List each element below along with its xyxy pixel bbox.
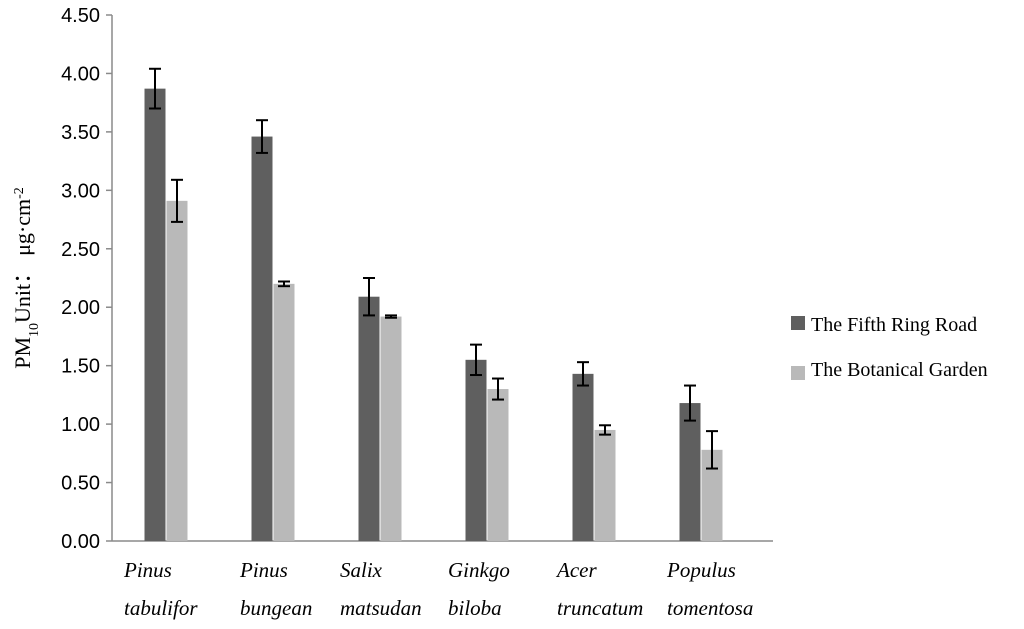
x-category-label-0-line-1: tabulifor: [124, 596, 198, 620]
bar-series-1-cat-4: [594, 429, 616, 541]
y-tick-labels: 0.00 0.50 1.00 1.50 2.00 2.50 3.00 3.50 4.00 4.50: [61, 5, 112, 553]
bar-series-1-cat-2: [380, 316, 402, 541]
bar-series-0-cat-1: [251, 136, 273, 541]
legend-label-fifth-ring-road: The Fifth Ring Road: [811, 314, 977, 336]
x-category-label-2-line-1: matsudan: [340, 596, 422, 620]
y-tick-label: 0.00: [61, 531, 100, 553]
y-tick-label: 1.50: [61, 356, 100, 378]
y-tick-label: 3.50: [61, 122, 100, 144]
x-category-label-1-line-1: bungean: [240, 596, 312, 620]
y-axis-label: PM10Unit：μg·cm-2: [10, 187, 42, 369]
x-category-label-4-line-1: truncatum: [557, 596, 643, 620]
x-category-label-0-line-0: Pinus: [123, 558, 172, 582]
y-tick-label: 1.00: [61, 414, 100, 436]
bar-series-1-cat-0: [166, 200, 188, 541]
legend-swatch-fifth-ring-road: [791, 316, 805, 330]
y-tick-label: 4.00: [61, 63, 100, 85]
x-category-label-5-line-0: Populus: [666, 558, 736, 582]
x-category-label-3-line-1: biloba: [448, 596, 502, 620]
legend: The Fifth Ring Road The Botanical Garden: [791, 314, 988, 381]
bar-series-1-cat-5: [701, 449, 723, 541]
x-category-label-1-line-0: Pinus: [239, 558, 288, 582]
y-tick-label: 3.00: [61, 180, 100, 202]
x-category-label-4-line-0: Acer: [555, 558, 597, 582]
bar-series-0-cat-5: [679, 403, 701, 541]
bars: [144, 88, 723, 541]
bar-series-0-cat-3: [465, 359, 487, 541]
x-category-labels: Pinus tabulifor Pinus bungean Salix matsudan G…: [123, 558, 753, 620]
legend-label-botanical-garden: The Botanical Garden: [811, 359, 988, 381]
error-bars: [149, 67, 718, 470]
bar-series-0-cat-0: [144, 88, 166, 541]
y-tick-label: 2.50: [61, 239, 100, 261]
x-category-label-3-line-0: Ginkgo: [448, 558, 510, 582]
bar-series-1-cat-1: [273, 283, 295, 541]
axes: [111, 15, 773, 542]
y-tick-label: 2.00: [61, 297, 100, 319]
y-tick-label: 0.50: [61, 473, 100, 495]
x-category-label-5-line-1: tomentosa: [667, 596, 753, 620]
bar-series-0-cat-4: [572, 373, 594, 541]
bar-series-0-cat-2: [358, 296, 380, 541]
x-category-label-2-line-0: Salix: [340, 558, 383, 582]
bar-series-1-cat-3: [487, 389, 509, 541]
legend-swatch-botanical-garden: [791, 366, 805, 380]
y-tick-label: 4.50: [61, 5, 100, 27]
